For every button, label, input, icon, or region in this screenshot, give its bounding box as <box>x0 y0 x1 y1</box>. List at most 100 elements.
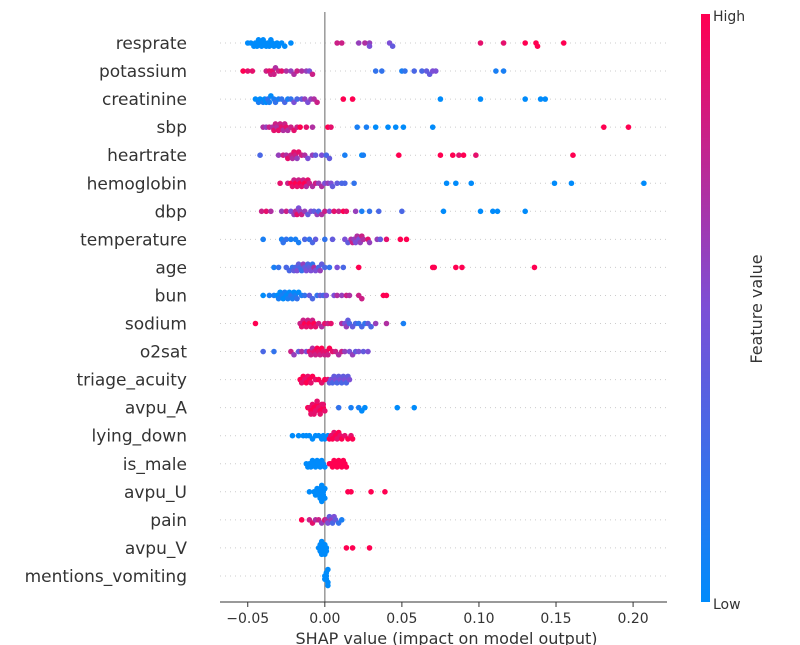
shap-point <box>326 155 333 162</box>
x-ticks: −0.05 0.00 0.05 0.10 0.15 0.20 <box>226 602 649 627</box>
shap-point <box>334 180 340 187</box>
shap-point <box>385 124 391 130</box>
colorbar-gradient <box>701 14 710 602</box>
shap-point <box>366 239 373 246</box>
shap-point <box>309 295 316 302</box>
shap-point <box>641 180 647 187</box>
shap-point <box>349 436 356 442</box>
shap-point <box>399 208 405 215</box>
shap-point <box>368 323 374 330</box>
shap-point <box>349 545 356 551</box>
shap-point <box>363 124 370 130</box>
shap-point <box>377 236 384 243</box>
shap-point <box>322 495 328 502</box>
shap-point <box>453 180 459 187</box>
shap-point <box>260 348 266 355</box>
feature-label-hemoglobin: hemoglobin <box>87 174 187 194</box>
shap-point <box>411 68 418 74</box>
shap-point <box>288 40 294 46</box>
shap-point <box>314 99 320 106</box>
shap-point <box>443 180 450 187</box>
shap-point <box>437 152 444 158</box>
shap-point <box>351 180 357 187</box>
shap-point <box>335 208 342 215</box>
shap-point <box>301 292 308 299</box>
shap-point <box>312 152 319 158</box>
shap-point <box>342 180 348 187</box>
shap-point <box>275 152 282 158</box>
shap-point <box>325 566 331 573</box>
shap-point <box>343 545 350 551</box>
shap-point <box>379 68 385 74</box>
shap-point <box>266 99 273 106</box>
feature-label-potassium: potassium <box>99 62 187 82</box>
shap-point <box>500 40 507 46</box>
shap-point <box>383 236 390 243</box>
shap-point <box>266 292 273 299</box>
shap-point <box>372 68 379 74</box>
shap-point <box>260 236 266 243</box>
shap-point <box>477 96 484 102</box>
shap-point <box>322 264 328 271</box>
shap-point <box>383 292 390 299</box>
shap-point <box>331 208 337 215</box>
shap-point <box>494 208 501 215</box>
x-tick-label: 0.15 <box>540 611 571 627</box>
shap-point <box>252 320 259 327</box>
shap-point <box>459 264 465 271</box>
feature-labels: resprate potassium creatinine sbp heartrate h… <box>25 34 188 587</box>
feature-label-age: age <box>155 258 187 278</box>
shap-point <box>334 292 340 299</box>
shap-point <box>323 548 330 554</box>
feature-label-o2sat: o2sat <box>140 343 187 363</box>
shap-point <box>317 411 323 417</box>
shap-point <box>460 152 467 158</box>
points-layer <box>240 37 647 589</box>
shap-point <box>360 236 367 243</box>
shap-point <box>355 264 362 271</box>
shap-point <box>340 96 347 102</box>
shap-point <box>389 43 396 49</box>
shap-point <box>317 267 323 274</box>
shap-point <box>375 208 382 215</box>
shap-point <box>283 68 290 74</box>
shap-point <box>342 152 348 158</box>
shap-point <box>278 68 285 74</box>
shap-point <box>328 124 334 130</box>
x-tick-label: 0.00 <box>309 611 340 627</box>
shap-point <box>354 124 360 130</box>
shap-point <box>278 208 285 215</box>
shap-point <box>288 236 294 243</box>
shap-point <box>328 320 334 327</box>
shap-point <box>297 124 303 130</box>
shap-point <box>271 348 277 355</box>
shap-point <box>306 489 313 495</box>
shap-point <box>308 380 314 386</box>
shap-point <box>298 68 305 74</box>
shap-point <box>338 517 345 523</box>
shap-point <box>325 351 331 358</box>
feature-label-mentions-vomiting: mentions_vomiting <box>25 567 187 587</box>
shap-point <box>340 264 347 271</box>
shap-point <box>468 180 475 187</box>
shap-point <box>500 68 507 74</box>
shap-point <box>346 376 353 383</box>
shap-point <box>355 40 362 46</box>
shap-point <box>326 264 333 271</box>
shap-point <box>400 320 407 327</box>
shap-point <box>400 124 407 130</box>
shap-point <box>437 96 444 102</box>
shap-point <box>570 152 576 158</box>
shap-point <box>326 208 333 215</box>
shap-point <box>325 582 331 589</box>
shap-point <box>294 295 300 302</box>
shap-point <box>352 208 359 215</box>
feature-label-lying-down: lying_down <box>92 427 187 447</box>
shap-point <box>322 408 328 414</box>
shap-point <box>359 295 365 302</box>
shap-point <box>365 348 371 355</box>
shap-point <box>283 236 290 243</box>
shap-point <box>522 40 528 46</box>
x-tick-label: 0.10 <box>463 611 494 627</box>
shap-point <box>477 40 484 46</box>
